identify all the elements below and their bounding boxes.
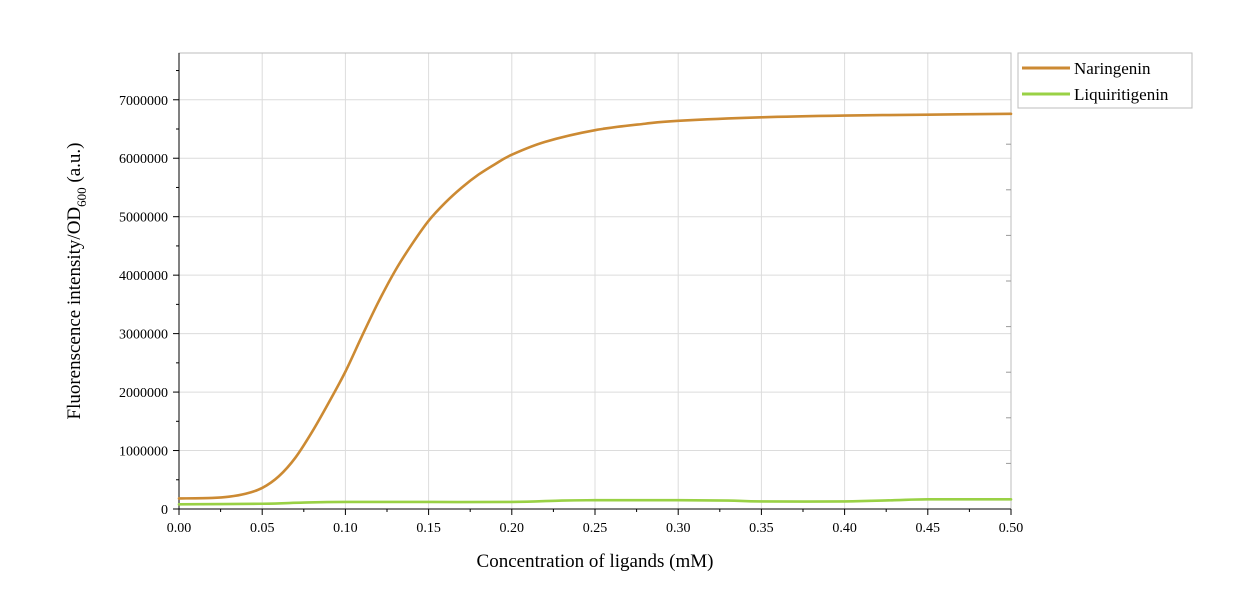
series-line-naringenin — [177, 112, 1013, 500]
y-axis-title-subscript: 600 — [74, 187, 89, 207]
y-tick-label: 5000000 — [119, 211, 168, 226]
y-tick-label: 6000000 — [119, 152, 168, 167]
legend-box — [1017, 52, 1193, 109]
y-axis-title-main: Fluorenscence intensity/OD — [64, 207, 85, 420]
y-tick-label: 0 — [161, 503, 168, 518]
x-tick-label: 0.10 — [333, 521, 358, 536]
y-tick-label: 7000000 — [119, 94, 168, 109]
y-axis-title: Fluorenscence intensity/OD600 (a.u.) — [64, 143, 89, 420]
x-tick-label: 0.25 — [583, 521, 608, 536]
x-axis-ticks: 0.00 0.05 0.10 0.15 0.20 0.25 0.30 0.35 0.40 0.45… — [167, 509, 1024, 536]
legend-label-naringenin: Naringenin — [1074, 59, 1151, 78]
y-tick-label: 2000000 — [119, 386, 168, 401]
legend: Naringenin Liquiritigenin — [1017, 52, 1193, 109]
y-axis-title-suffix: (a.u.) — [64, 143, 85, 188]
x-tick-label: 0.50 — [999, 521, 1024, 536]
grid — [179, 53, 1011, 509]
y-tick-label: 3000000 — [119, 328, 168, 343]
x-tick-label: 0.15 — [416, 521, 441, 536]
y-axis-ticks: 0 1000000 2000000 3000000 4000000 5000000 6000… — [119, 70, 179, 518]
x-tick-label: 0.30 — [666, 521, 691, 536]
x-tick-label: 0.40 — [832, 521, 857, 536]
x-tick-label: 0.05 — [250, 521, 275, 536]
x-tick-label: 0.35 — [749, 521, 774, 536]
y-tick-label: 4000000 — [119, 269, 168, 284]
x-axis-title: Concentration of ligands (mM) — [477, 551, 714, 572]
y-tick-label: 1000000 — [119, 445, 168, 460]
x-tick-label: 0.20 — [500, 521, 525, 536]
x-tick-label: 0.00 — [167, 521, 192, 536]
series-layer — [177, 112, 1013, 506]
x-tick-label: 0.45 — [916, 521, 941, 536]
right-axis-ticks — [1006, 143, 1011, 464]
legend-label-liquiritigenin: Liquiritigenin — [1074, 85, 1169, 104]
series-line-liquiritigenin — [177, 497, 1013, 506]
